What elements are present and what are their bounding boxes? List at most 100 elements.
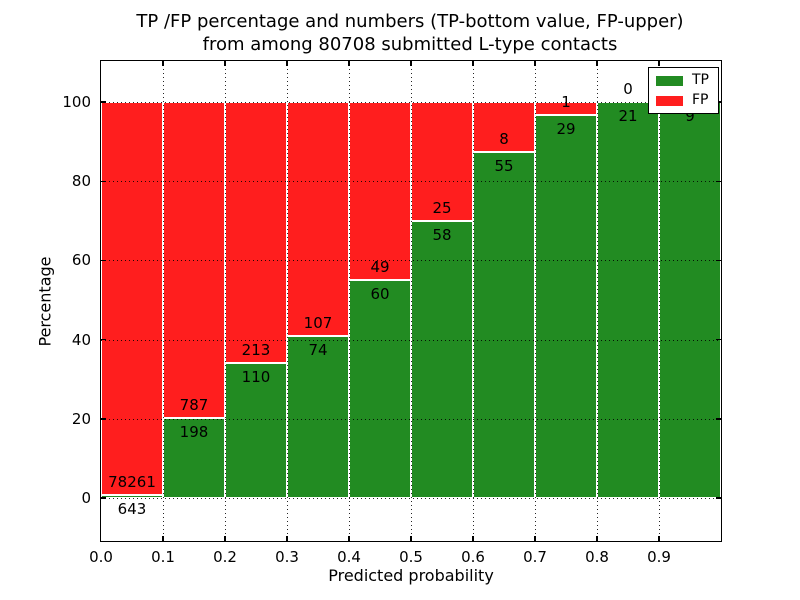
tick-mark-y-left (101, 338, 106, 341)
bar-label-tp: 58 (432, 226, 452, 245)
bar-label-fp: 78261 (108, 472, 156, 491)
bar-label-fp: 0 (623, 80, 633, 99)
plot-area: Percentage Predicted probability 78261 64… (36, 60, 722, 585)
bar-label-tp: 110 (241, 368, 271, 387)
bar-segment-fp (287, 102, 349, 337)
tick-mark-y-left (101, 259, 106, 262)
tick-mark-y-left (101, 418, 106, 420)
tick-mark-x-bottom (534, 536, 536, 541)
x-tick-label: 0.0 (89, 548, 113, 566)
y-tick-label: 80 (71, 172, 91, 191)
bar-segment-tp (597, 102, 659, 499)
bar-label-tp: 643 (117, 499, 147, 518)
legend-label-fp: FP (692, 92, 709, 108)
x-tick-label: 0.9 (647, 548, 671, 566)
gridline-x-0.6 (473, 61, 474, 541)
legend-swatch-tp-icon (656, 75, 683, 86)
chart-title-line2: from among 80708 submitted L-type contac… (202, 34, 618, 55)
tick-mark-x-bottom (472, 536, 474, 541)
tick-mark-y-right (716, 180, 721, 183)
bar-segment-fp (349, 102, 411, 281)
gridline-x-0.4 (349, 61, 350, 541)
bar-segment-tp (411, 221, 473, 499)
bar-label-tp: 55 (494, 157, 514, 176)
bar-label-fp: 787 (179, 396, 209, 415)
legend: TP FP (648, 67, 719, 114)
chart-title: TP /FP percentage and numbers (TP-bottom… (100, 10, 720, 56)
bar-label-tp: 198 (179, 423, 209, 442)
tick-mark-y-right (716, 497, 721, 499)
tick-mark-y-right (716, 338, 721, 341)
y-axis-title-container: Percentage (35, 61, 55, 541)
bar-segment-fp (101, 102, 163, 495)
bar-label-fp: 8 (499, 130, 509, 149)
tick-mark-x-top (472, 61, 474, 66)
bar-segment-tp (101, 494, 163, 499)
tick-mark-y-left (101, 101, 106, 103)
tick-mark-x-bottom (162, 536, 164, 541)
y-tick-label: 20 (71, 409, 91, 428)
x-tick-label: 0.2 (213, 548, 237, 566)
y-tick-label: 40 (71, 330, 91, 349)
gridline-x-0.9 (659, 61, 660, 541)
chart-title-line1: TP /FP percentage and numbers (TP-bottom… (136, 11, 684, 32)
bar-segment-fp (225, 102, 287, 364)
y-tick-label: 60 (71, 251, 91, 270)
legend-label-tp: TP (692, 72, 709, 88)
bar-label-tp: 60 (370, 285, 390, 304)
x-tick-label: 0.3 (275, 548, 299, 566)
gridline-x-0.5 (411, 61, 412, 541)
bar-label-fp: 49 (370, 258, 390, 277)
tick-mark-x-bottom (596, 536, 598, 541)
tick-mark-y-left (101, 497, 106, 499)
tick-mark-x-bottom (286, 536, 288, 541)
bar-segment-tp (535, 115, 597, 499)
gridline-x-0.1 (163, 61, 164, 541)
bar-label-fp: 25 (432, 199, 452, 218)
bar-segment-tp (349, 280, 411, 499)
tick-mark-x-bottom (658, 536, 660, 541)
bar-label-tp: 74 (308, 341, 328, 360)
bar-segment-fp (411, 102, 473, 222)
legend-swatch-fp-icon (656, 95, 683, 106)
tick-mark-x-top (224, 61, 226, 66)
y-tick-label: 0 (81, 489, 91, 508)
gridline-x-0.2 (225, 61, 226, 541)
bar-segment-tp (225, 363, 287, 499)
tick-mark-y-right (716, 259, 721, 262)
bar-segment-tp (287, 336, 349, 499)
tick-mark-y-left (101, 180, 106, 183)
x-tick-label: 0.1 (151, 548, 175, 566)
bar-label-fp: 213 (241, 341, 271, 360)
x-tick-label: 0.4 (337, 548, 361, 566)
tick-mark-x-top (658, 61, 660, 66)
x-axis-title: Predicted probability (328, 566, 494, 585)
y-tick-label: 100 (62, 93, 91, 112)
gridline-x-0.7 (535, 61, 536, 541)
bar-segment-tp (659, 102, 721, 499)
gridline-x-0.8 (597, 61, 598, 541)
tick-mark-x-top (162, 61, 164, 66)
gridline-x-0.3 (287, 61, 288, 541)
tick-mark-x-top (348, 61, 350, 66)
legend-item-fp: FP (656, 93, 709, 108)
tick-mark-x-top (286, 61, 288, 66)
bar-label-tp: 9 (685, 107, 695, 126)
x-tick-label: 0.6 (461, 548, 485, 566)
bar-label-tp: 21 (618, 107, 638, 126)
tick-mark-x-top (534, 61, 536, 66)
bar-label-fp: 107 (303, 314, 333, 333)
tick-mark-y-right (716, 418, 721, 420)
tick-mark-x-top (596, 61, 598, 66)
bar-segment-tp (473, 152, 535, 499)
x-tick-label: 0.8 (585, 548, 609, 566)
legend-item-tp: TP (656, 73, 709, 88)
x-tick-label: 0.5 (399, 548, 423, 566)
x-tick-label: 0.7 (523, 548, 547, 566)
bar-segment-tp (163, 418, 225, 499)
bar-label-fp: 1 (561, 93, 571, 112)
tick-mark-x-bottom (224, 536, 226, 541)
tick-mark-x-bottom (410, 536, 412, 541)
tick-mark-x-bottom (348, 536, 350, 541)
